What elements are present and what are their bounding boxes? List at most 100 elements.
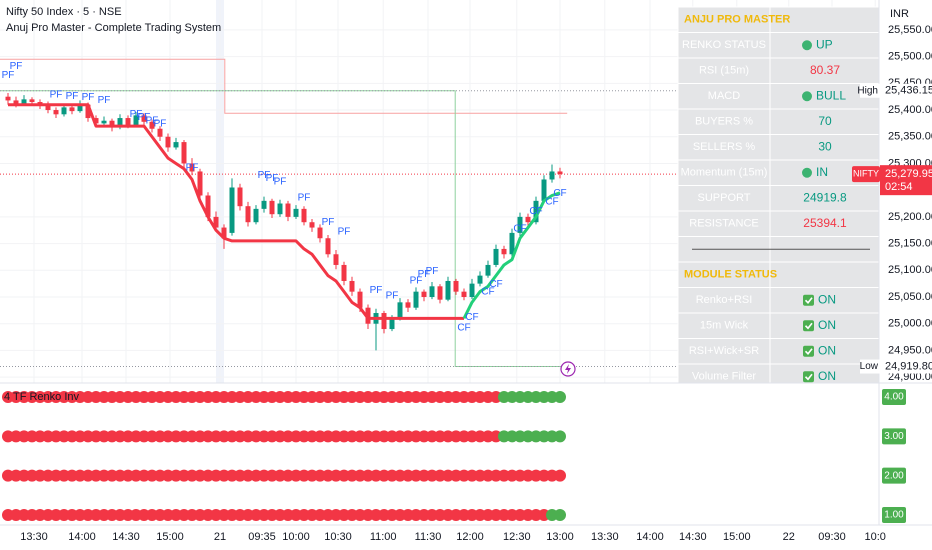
signal-label: CF bbox=[529, 206, 542, 217]
high-label: High bbox=[857, 85, 878, 96]
candle-body bbox=[325, 238, 331, 255]
x-tick-label: 13:30 bbox=[20, 531, 48, 543]
candle-body bbox=[541, 179, 547, 201]
candle-body bbox=[85, 104, 91, 119]
x-tick-label: 12:00 bbox=[456, 531, 484, 543]
candle-body bbox=[221, 227, 227, 239]
status-icon bbox=[802, 167, 812, 178]
candle-body bbox=[485, 264, 491, 276]
candle-body bbox=[13, 100, 19, 104]
x-tick-label: 14:00 bbox=[68, 531, 96, 543]
signal-label: PF bbox=[50, 90, 63, 101]
table-value: 30 bbox=[818, 139, 832, 153]
x-tick-label: 13:30 bbox=[591, 531, 619, 543]
table-value: BULL bbox=[816, 88, 846, 102]
candle-body bbox=[245, 206, 251, 223]
table-title-row bbox=[677, 261, 881, 288]
candle-body bbox=[53, 110, 59, 115]
trend-line bbox=[8, 103, 464, 320]
y-tick-label: 25,400.00 bbox=[888, 104, 932, 116]
currency-label: INR bbox=[890, 8, 909, 20]
indicator-value-tag bbox=[882, 389, 906, 405]
check-icon bbox=[803, 345, 814, 357]
table-value: ON bbox=[818, 369, 836, 383]
signal-label: PF bbox=[98, 95, 111, 106]
indicator-value-tag bbox=[882, 507, 906, 523]
high-label-bg bbox=[860, 83, 932, 98]
status-icon bbox=[802, 40, 812, 51]
table-row bbox=[677, 57, 881, 84]
y-tick-label: 25,550.00 bbox=[888, 24, 932, 36]
x-tick-label: 12:30 bbox=[503, 531, 531, 543]
candle-body bbox=[309, 222, 315, 228]
check-icon bbox=[803, 294, 814, 306]
signal-label: CF bbox=[457, 323, 470, 334]
indicator-dot bbox=[554, 430, 566, 443]
table-row bbox=[677, 210, 881, 237]
candle-body bbox=[109, 120, 115, 128]
signal-label: PF bbox=[66, 91, 79, 102]
candle-body bbox=[557, 171, 563, 175]
indicator-value-tag bbox=[882, 428, 906, 445]
y-tick-label: 25,500.00 bbox=[888, 51, 932, 63]
signal-label: CF bbox=[513, 223, 526, 234]
table-label: BUYERS % bbox=[695, 116, 753, 128]
candle-body bbox=[165, 136, 171, 148]
module-title: MODULE STATUS bbox=[684, 269, 777, 281]
y-tick-label: 25,050.00 bbox=[888, 291, 932, 303]
countdown-label: 02:54 bbox=[885, 181, 913, 193]
candle-body bbox=[477, 275, 483, 284]
candle-body bbox=[117, 118, 123, 128]
candle-body bbox=[213, 216, 219, 228]
signal-label: PF bbox=[274, 176, 287, 187]
candle-body bbox=[61, 107, 67, 115]
candle-body bbox=[461, 291, 467, 297]
candle-body bbox=[357, 291, 363, 308]
chart-subtitle: Anuj Pro Master - Complete Trading Syste… bbox=[6, 22, 221, 34]
check-icon bbox=[803, 371, 814, 383]
last-price-tag bbox=[880, 165, 932, 196]
check-icon bbox=[803, 320, 814, 332]
x-tick-label: 11:30 bbox=[415, 531, 442, 543]
candle-body bbox=[141, 115, 147, 122]
candle-body bbox=[341, 264, 347, 281]
y-tick-label: 25,200.00 bbox=[888, 211, 932, 223]
candle-body bbox=[229, 187, 235, 233]
chart-title: Nifty 50 Index · 5 · NSE bbox=[6, 6, 122, 18]
table-row bbox=[677, 287, 881, 314]
table-title: ANJU PRO MASTER bbox=[684, 14, 790, 26]
signal-label: PF bbox=[338, 226, 351, 237]
table-label: Renko+RSI bbox=[696, 294, 753, 306]
trend-line bbox=[462, 191, 561, 320]
candle-body bbox=[269, 200, 275, 215]
x-tick-label: 14:30 bbox=[112, 531, 140, 543]
check-mark bbox=[804, 297, 813, 304]
candle-body bbox=[157, 128, 163, 137]
level-line bbox=[0, 58, 568, 114]
signal-label: PF bbox=[370, 285, 383, 296]
candle-body bbox=[389, 318, 395, 330]
x-tick-label: 14:30 bbox=[679, 531, 707, 543]
y-tick-label: 25,350.00 bbox=[888, 131, 932, 143]
signal-label: PF bbox=[146, 115, 159, 126]
x-tick-label: 11:00 bbox=[370, 531, 397, 543]
y-tick-label: 25,000.00 bbox=[888, 318, 932, 330]
indicator-value-label: 4.00 bbox=[884, 392, 904, 403]
candle-body bbox=[101, 120, 107, 124]
signal-label: PF bbox=[138, 112, 151, 123]
signal-label: PF bbox=[130, 109, 143, 120]
alert-icon[interactable] bbox=[560, 361, 576, 377]
y-tick-label: 24,950.00 bbox=[888, 344, 932, 356]
table-value: IN bbox=[816, 165, 828, 179]
candle-body bbox=[453, 280, 459, 292]
indicator-bg bbox=[0, 383, 879, 525]
indicator-value-label: 3.00 bbox=[884, 431, 904, 442]
table-value: 80.37 bbox=[810, 63, 840, 77]
signal-label: PF bbox=[10, 61, 23, 72]
table-label: RSI+Wick+SR bbox=[689, 345, 759, 357]
table-value: ON bbox=[818, 318, 836, 332]
x-tick-label: 14:00 bbox=[636, 531, 664, 543]
time-axis: 13:30 14:00 14:30 15:00 21 09:35 10:00 10:30 11:… bbox=[0, 524, 932, 543]
x-tick-label: 15:00 bbox=[156, 531, 184, 543]
